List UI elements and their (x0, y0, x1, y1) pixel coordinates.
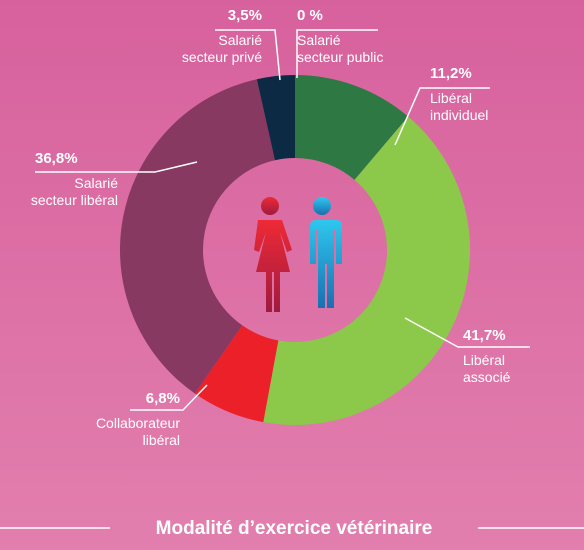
leader-line (296, 29, 378, 78)
donut-slice (295, 75, 409, 180)
value-label: 11,2% (430, 65, 472, 82)
category-label: Salarié (297, 32, 341, 48)
donut-slice (120, 79, 275, 394)
category-label: libéral (143, 432, 180, 448)
donut (120, 75, 470, 425)
leader-line (35, 161, 198, 173)
category-label: associé (463, 369, 511, 385)
donut-slice (256, 75, 295, 161)
category-label: Salarié (218, 32, 262, 48)
leader-line (215, 29, 281, 81)
value-label: 3,5% (228, 7, 262, 24)
category-label: Salarié (74, 175, 118, 191)
category-label: individuel (430, 107, 488, 123)
donut-slice (263, 116, 470, 425)
leader-line (404, 317, 530, 348)
value-label: 41,7% (463, 327, 506, 344)
value-label: 6,8% (146, 390, 180, 407)
man-icon (308, 197, 342, 308)
value-label: 0 % (297, 7, 323, 24)
chart-title: Modalité d’exercice vétérinaire (156, 518, 433, 539)
category-label: secteur libéral (31, 192, 118, 208)
labels: 11,2%Libéralindividuel41,7%Libéralassoci… (31, 7, 530, 448)
donut-slice (194, 325, 279, 423)
category-label: Collaborateur (96, 415, 180, 431)
leader-line (130, 384, 208, 411)
woman-icon (254, 197, 292, 312)
category-label: Libéral (463, 352, 505, 368)
category-label: secteur public (297, 49, 383, 65)
value-label: 36,8% (35, 150, 78, 167)
category-label: Libéral (430, 90, 472, 106)
leader-line (394, 87, 490, 146)
category-label: secteur privé (182, 49, 262, 65)
